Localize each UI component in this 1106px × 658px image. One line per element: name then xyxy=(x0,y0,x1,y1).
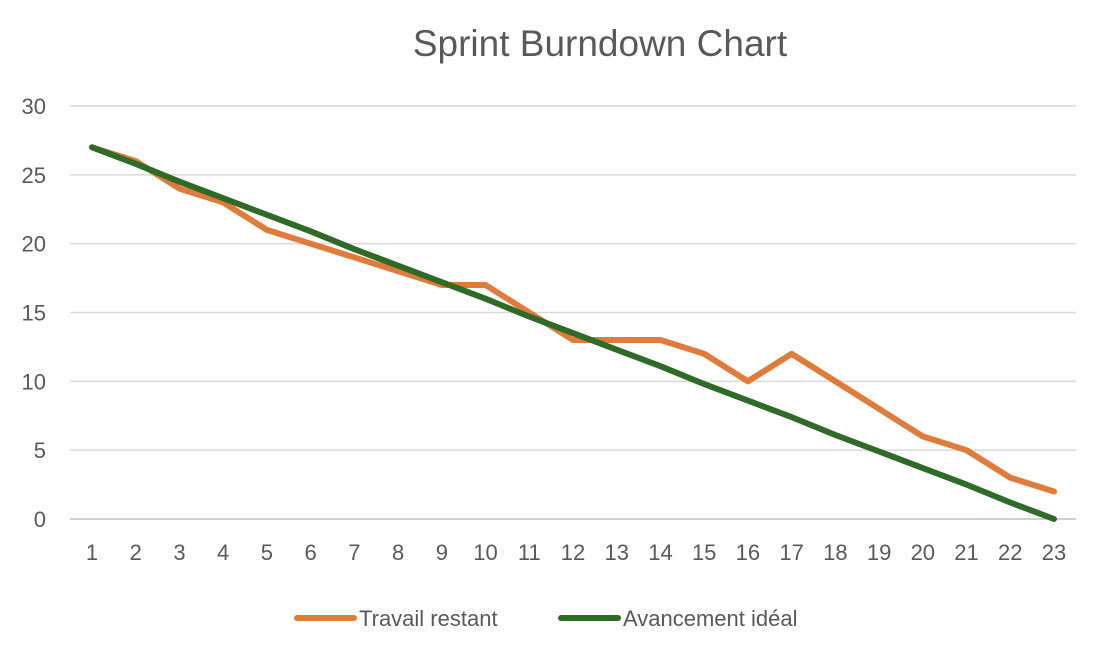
legend-item: Travail restant xyxy=(294,606,498,631)
x-tick-label: 18 xyxy=(823,540,847,565)
x-axis-tick-labels: 1 2 3 4 5 6 7 8 9 10 11 12 13 14 15 16 17 18 19 20 21 22 23 xyxy=(86,540,1066,565)
y-tick-label: 20 xyxy=(22,232,46,257)
x-tick-label: 3 xyxy=(173,540,185,565)
series-lines xyxy=(89,144,1057,522)
x-tick-label: 19 xyxy=(867,540,891,565)
series-line-avancement-ideal xyxy=(89,144,1057,522)
x-tick-label: 20 xyxy=(911,540,935,565)
x-tick-label: 1 xyxy=(86,540,98,565)
x-tick-label: 16 xyxy=(736,540,760,565)
x-tick-label: 12 xyxy=(561,540,585,565)
series-line-travail-restant xyxy=(89,144,1057,495)
x-tick-label: 14 xyxy=(648,540,672,565)
y-tick-label: 30 xyxy=(22,94,46,119)
y-tick-label: 15 xyxy=(22,301,46,326)
x-tick-label: 5 xyxy=(261,540,273,565)
legend: Travail restant Avancement idéal xyxy=(294,606,798,631)
x-tick-label: 23 xyxy=(1042,540,1066,565)
gridlines xyxy=(70,105,1076,520)
y-axis-tick-labels: 0 5 10 15 20 25 30 xyxy=(22,94,46,532)
x-tick-label: 4 xyxy=(217,540,229,565)
y-tick-label: 10 xyxy=(22,369,46,394)
legend-label: Avancement idéal xyxy=(623,606,798,631)
x-tick-label: 15 xyxy=(692,540,716,565)
x-tick-label: 9 xyxy=(436,540,448,565)
x-tick-label: 6 xyxy=(305,540,317,565)
x-tick-label: 11 xyxy=(518,540,541,565)
x-tick-label: 10 xyxy=(473,540,497,565)
x-tick-label: 21 xyxy=(954,540,978,565)
x-tick-label: 7 xyxy=(348,540,360,565)
y-tick-label: 5 xyxy=(34,438,46,463)
x-tick-label: 2 xyxy=(130,540,142,565)
x-tick-label: 22 xyxy=(998,540,1022,565)
x-tick-label: 17 xyxy=(779,540,803,565)
y-tick-label: 0 xyxy=(34,507,46,532)
x-tick-label: 13 xyxy=(604,540,628,565)
legend-item: Avancement idéal xyxy=(558,606,798,631)
x-tick-label: 8 xyxy=(392,540,404,565)
legend-label: Travail restant xyxy=(359,606,498,631)
y-tick-label: 25 xyxy=(22,163,46,188)
chart-title: Sprint Burndown Chart xyxy=(413,23,788,64)
